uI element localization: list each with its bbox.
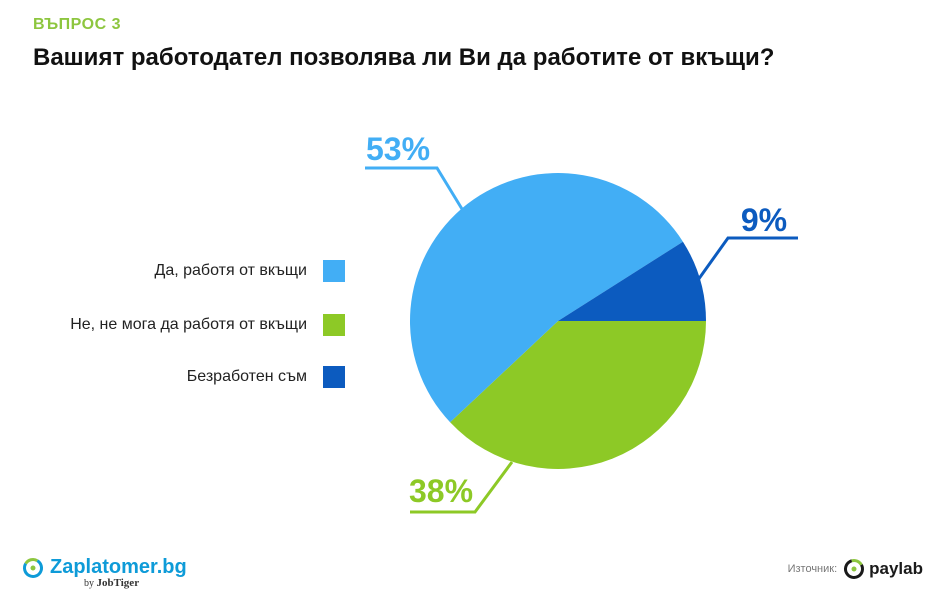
zaplatomer-logo: Zaplatomer.bg by JobTiger xyxy=(22,556,187,589)
zaplatomer-brand-name: Zaplatomer.bg xyxy=(50,556,187,578)
question-number: ВЪПРОС 3 xyxy=(33,16,121,33)
brand-by: by xyxy=(84,578,94,589)
legend-item-unemployed: Безработен съм xyxy=(187,364,345,390)
legend-label: Безработен съм xyxy=(186,368,307,385)
paylab-brand-name: paylab xyxy=(869,559,923,578)
pie-slice-yes xyxy=(409,172,683,423)
legend-swatch xyxy=(323,314,345,336)
paylab-logo-icon xyxy=(844,559,865,579)
jobtiger-name: JobTiger xyxy=(96,577,140,589)
source-label: Източник: xyxy=(787,563,838,575)
zaplatomer-logo-icon xyxy=(23,557,43,578)
leader-line xyxy=(696,236,798,281)
source-block: Източник: paylab xyxy=(788,558,923,580)
leader-line xyxy=(365,166,464,210)
pie-slice-no xyxy=(450,321,706,469)
pie-slice-unemployed xyxy=(558,241,706,321)
legend-swatch xyxy=(323,260,345,282)
brand-partner: by JobTiger xyxy=(84,577,187,589)
value-label-no: 38% xyxy=(409,473,473,509)
legend-item-yes: Да, работя от вкъщи xyxy=(154,258,345,284)
legend-item-no: Не, не мога да работя от вкъщи xyxy=(70,312,345,338)
value-label-yes: 53% xyxy=(366,131,430,167)
legend-swatch xyxy=(323,366,345,388)
question-title: Вашият работодател позволява ли Ви да ра… xyxy=(33,44,775,71)
value-label-unemployed: 9% xyxy=(741,202,787,238)
legend-label: Да, работя от вкъщи xyxy=(154,262,308,279)
legend-label: Не, не мога да работя от вкъщи xyxy=(70,316,307,333)
leader-line xyxy=(410,461,514,514)
